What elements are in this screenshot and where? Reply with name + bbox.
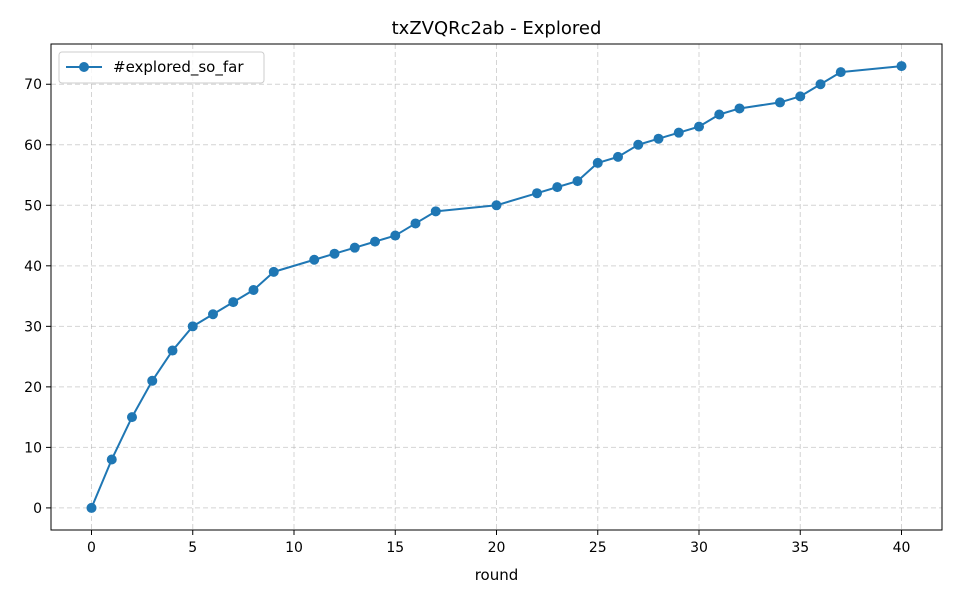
data-point bbox=[653, 133, 664, 144]
grid-lines bbox=[51, 44, 942, 530]
data-point bbox=[86, 502, 97, 513]
plot-frame bbox=[50, 43, 943, 531]
data-point bbox=[694, 121, 704, 132]
y-tick-label: 50 bbox=[24, 198, 42, 214]
data-point bbox=[106, 454, 117, 465]
data-point bbox=[147, 375, 158, 386]
data-point bbox=[532, 188, 542, 199]
data-point bbox=[268, 266, 279, 277]
data-point bbox=[795, 91, 806, 102]
data-point bbox=[491, 200, 502, 211]
y-tick-label: 10 bbox=[24, 440, 42, 456]
data-point bbox=[633, 139, 644, 150]
data-point bbox=[187, 321, 198, 332]
series-layer bbox=[86, 61, 907, 513]
data-point bbox=[208, 309, 218, 320]
x-tick-label: 5 bbox=[188, 540, 197, 556]
x-tick-label: 25 bbox=[589, 540, 607, 556]
y-tick-label: 30 bbox=[24, 319, 42, 335]
data-point bbox=[248, 285, 259, 296]
data-point bbox=[572, 176, 583, 187]
data-point bbox=[592, 157, 603, 168]
x-tick-label: 30 bbox=[690, 540, 708, 556]
data-point bbox=[430, 206, 441, 217]
chart-title: txZVQRc2ab - Explored bbox=[392, 18, 602, 39]
x-tick-label: 20 bbox=[488, 540, 506, 556]
y-tick-label: 40 bbox=[24, 259, 42, 275]
legend: #explored_so_far bbox=[58, 51, 265, 84]
x-tick-label: 40 bbox=[893, 540, 911, 556]
axes: 0 5 10 15 20 25 30 35 40 0 10 20 30 40 50 60 70 bbox=[24, 77, 910, 556]
x-tick-label: 35 bbox=[791, 540, 809, 556]
data-point bbox=[349, 242, 360, 253]
data-point bbox=[673, 127, 684, 138]
data-point bbox=[714, 109, 725, 120]
legend-label: #explored_so_far bbox=[113, 58, 244, 77]
data-point bbox=[815, 79, 826, 90]
x-axis-label: round bbox=[475, 566, 519, 584]
y-tick-label: 0 bbox=[33, 501, 42, 517]
data-point bbox=[410, 218, 421, 229]
data-point bbox=[552, 182, 563, 193]
data-point bbox=[309, 254, 320, 265]
data-point bbox=[835, 67, 846, 78]
legend-box bbox=[58, 51, 265, 84]
series-line bbox=[90, 65, 902, 509]
data-point bbox=[390, 230, 401, 241]
data-point bbox=[734, 103, 745, 114]
data-point bbox=[613, 151, 623, 162]
x-tick-label: 0 bbox=[87, 540, 96, 556]
data-point bbox=[896, 61, 907, 72]
x-tick-label: 15 bbox=[386, 540, 404, 556]
data-point bbox=[370, 236, 380, 247]
data-point bbox=[329, 248, 340, 259]
y-tick-label: 20 bbox=[24, 380, 42, 396]
y-tick-label: 60 bbox=[24, 138, 42, 154]
legend-marker-swatch bbox=[79, 62, 89, 72]
data-point bbox=[775, 97, 785, 108]
x-tick-label: 10 bbox=[285, 540, 303, 556]
y-tick-label: 70 bbox=[24, 77, 42, 93]
data-point bbox=[127, 412, 137, 423]
data-point bbox=[228, 297, 239, 308]
data-point bbox=[167, 345, 178, 356]
